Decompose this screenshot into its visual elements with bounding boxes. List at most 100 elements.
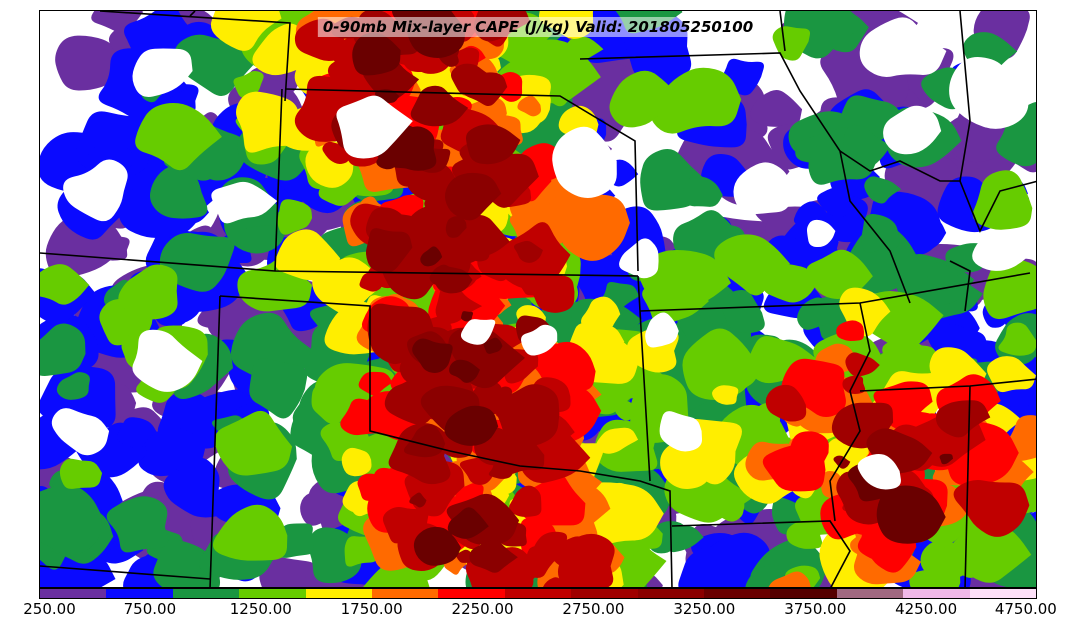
contour-patch [459,457,495,485]
state-borders [40,11,1036,587]
border-line [40,565,211,580]
contour-patch [275,229,341,281]
border-line [959,11,1036,233]
contour-patch [153,539,221,587]
contour-patch [619,238,659,279]
contour-patch [460,319,496,345]
contour-patch [444,172,502,221]
contour-patch [456,549,474,563]
map-panel: 0-90mb Mix-layer CAPE (J/kg) Valid: 2018… [39,10,1037,588]
contour-patch [444,405,499,446]
contour-patch [972,233,1035,271]
contour-patch [733,162,793,215]
contour-patch [843,125,891,169]
contour-patch [996,117,1036,167]
contour-patch [341,447,372,477]
contour-patch [836,320,864,341]
colorbar-segment [571,589,638,598]
contour-patch [678,546,737,587]
contour-patch [118,264,178,320]
contour-patch [998,322,1036,356]
colorbar-segment [704,589,771,598]
contour-patch [449,359,480,383]
colorbar-tick-label: 2250.00 [451,600,514,618]
colorbar-labels: 250.00 750.00 1250.00 1750.00 2250.00 2750.00… [0,600,1081,624]
border-line [209,295,221,587]
contour-patch [953,479,1030,537]
contour-patch [40,323,86,376]
contour-patch [249,358,308,419]
contour-patch [132,48,193,97]
contour-patch [277,199,313,235]
colorbar-tick-label: 250.00 [23,600,76,618]
contour-patch [763,263,818,303]
map-title: 0-90mb Mix-layer CAPE (J/kg) Valid: 2018… [317,17,759,37]
border-line [189,11,196,17]
colorbar [39,588,1037,599]
cape-contour-field [40,11,1036,587]
contour-patch [367,303,435,365]
contour-patch [483,337,503,354]
contour-patch [768,571,811,587]
contour-patch [772,26,811,61]
contour-patch [213,504,288,561]
contour-patch [40,264,90,305]
contour-patch [461,311,474,322]
contour-patch [410,85,469,127]
contour-patch [927,262,958,290]
border-line [219,295,673,587]
colorbar-segment [239,589,306,598]
border-line [839,150,960,182]
contour-patch [469,539,518,573]
colorbar-tick-label: 1250.00 [229,600,292,618]
contour-patch [59,458,103,489]
contour-patch [861,213,900,253]
contour-patch [159,233,235,292]
contour-patch [806,249,873,300]
border-line [40,252,639,277]
colorbar-segment [372,589,439,598]
border-line [99,11,291,102]
colorbar-tick-label: 3250.00 [673,600,736,618]
contour-patch [582,313,614,340]
contour-patch [762,444,826,492]
contour-patch [366,228,413,273]
contour-patch [806,219,836,248]
contour-patch [935,400,991,438]
colorbar-tick-label: 2750.00 [562,600,625,618]
contour-patch [750,89,803,128]
contour-patch [450,63,498,95]
contour-patch [214,410,293,476]
contour-patch [211,181,278,224]
contour-patch [659,411,703,452]
contour-patch [552,126,617,198]
contour-patch [135,102,222,171]
contour-patch [529,272,575,313]
contour-patch [116,417,157,449]
contour-patch [859,17,947,77]
colorbar-segment [903,589,970,598]
contour-patch [445,216,467,238]
colorbar-tick-label: 750.00 [123,600,177,618]
colorbar-tick-label: 3750.00 [784,600,847,618]
contour-patch [429,264,455,286]
contour-patch [517,95,542,117]
contour-patch [765,384,807,422]
border-line [829,302,871,522]
contour-patch [565,36,604,61]
contour-patch [613,400,641,421]
contour-patch [639,250,731,309]
contour-patch [51,408,110,456]
contour-patch [542,577,568,587]
contour-patch [645,312,679,348]
contour-patch [465,124,521,165]
contour-patch [876,485,946,544]
contour-patch [435,286,483,325]
contour-patch [817,186,856,218]
colorbar-segment [438,589,505,598]
colorbar-segment [969,589,1037,598]
contour-patch [106,496,168,553]
contour-patch [447,507,489,539]
contour-patch [533,531,568,562]
border-line [671,520,851,587]
